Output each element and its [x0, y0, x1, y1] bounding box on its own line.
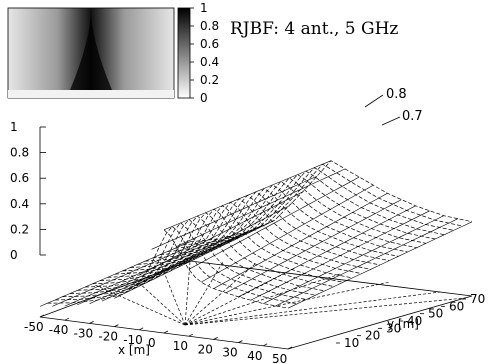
surface-line-x [114, 220, 275, 299]
x-tick-label: 30 [222, 346, 237, 360]
z-tick-label: 0.4 [10, 197, 29, 211]
y-tick-label: 60 [449, 299, 464, 313]
x-tick [114, 324, 119, 327]
x-tick-label: -50 [24, 320, 44, 334]
x-tick-label: 40 [247, 349, 262, 363]
x-tick-label: 20 [198, 342, 213, 356]
x-tick [213, 337, 218, 340]
surface-line-x [77, 235, 233, 306]
z-tick-label: 0 [10, 248, 18, 262]
x-tick-label: -10 [123, 333, 143, 347]
surface-line-x [225, 199, 402, 294]
x-tick-label: -40 [49, 323, 69, 337]
floor-contours-left [94, 261, 186, 326]
x-tick-label: 0 [148, 336, 156, 350]
colorbar: 0 0.2 0.4 0.6 0.8 1 [177, 1, 219, 105]
surface-line-x [89, 231, 247, 304]
surface-line-y [129, 187, 399, 269]
z-tick-label: 1 [10, 120, 18, 134]
x-tick [64, 317, 69, 321]
colorbar-tick-label: 0 [200, 91, 208, 105]
surface-line-x [238, 205, 416, 298]
x-tick [238, 340, 243, 343]
y-tick-label: 50 [428, 307, 443, 321]
contour-pointer-0.8 [364, 94, 384, 108]
z-tick-label: 0.8 [10, 146, 29, 160]
contour-label-0.8: 0.8 [386, 87, 407, 102]
x-tick-label: -20 [98, 330, 118, 344]
y-tick-label: 30 [386, 321, 401, 335]
contour-label-0.7: 0.7 [402, 109, 423, 124]
z-tick-label: 0.6 [10, 171, 29, 185]
y-tick-label: 20 [365, 329, 380, 343]
surface-line-x [188, 176, 360, 270]
chart-title: RJBF: 4 ant., 5 GHz [230, 19, 398, 39]
floor-contours [184, 261, 466, 326]
surface-line-y [122, 191, 390, 272]
surface-line-x [139, 191, 303, 276]
colorbar-tick-label: 0.8 [200, 19, 219, 33]
x-tick-label: -30 [74, 326, 94, 340]
surface-line-x [126, 205, 289, 290]
x-tick [163, 330, 169, 334]
surface-line-x [176, 168, 346, 247]
floor [39, 260, 473, 350]
surface-line-y [54, 222, 307, 301]
surface-line-x [250, 210, 430, 301]
x-axis: -50 -40 -30 -20 -10 0 10 20 30 40 50 [24, 314, 293, 364]
colorbar-tick-label: 1 [200, 1, 208, 15]
surface-line-x [201, 184, 374, 283]
surface-line-x [275, 218, 459, 307]
x-tick-label: 10 [173, 339, 188, 353]
surface-line-x [163, 160, 332, 231]
y-tick-label: 10 [344, 336, 359, 350]
surface-line-x [151, 176, 318, 250]
x-tick [188, 333, 193, 337]
x-tick [263, 343, 268, 347]
heatmap-inset [7, 7, 175, 99]
colorbar-tick-label: 0.4 [200, 55, 219, 69]
surface-line-x [52, 240, 205, 307]
surface-line-x [64, 238, 219, 307]
surface-line-y [144, 181, 417, 262]
surface-line-y [137, 184, 408, 265]
surface-line-x [287, 221, 473, 309]
x-axis-label: x [m] [118, 343, 150, 357]
x-tick [287, 346, 293, 350]
y-tick-label: 40 [407, 314, 422, 328]
contour-pointer-0.7 [381, 116, 401, 126]
x-tick-label: 50 [272, 352, 287, 364]
surface-mesh [39, 160, 473, 309]
y-axis: 10 20 30 40 50 60 70 [336, 292, 485, 350]
z-axis: 0 0.2 0.4 0.6 0.8 1 [10, 120, 46, 262]
z-tick-label: 0.2 [10, 222, 29, 236]
colorbar-tick-label: 0.2 [200, 73, 219, 87]
y-tick-label: 70 [470, 292, 485, 306]
x-tick [139, 327, 144, 331]
x-tick [89, 321, 94, 324]
y-axis-label: y [m] [387, 317, 419, 331]
surface-line-y [189, 160, 473, 243]
colorbar-tick-label: 0.6 [200, 37, 219, 51]
colorbar-strip [177, 7, 191, 99]
surface-line-x [39, 241, 191, 307]
surface-line-x [263, 215, 444, 304]
surface-line-x [213, 193, 388, 289]
floor-outline [39, 260, 473, 350]
x-tick [39, 314, 45, 318]
